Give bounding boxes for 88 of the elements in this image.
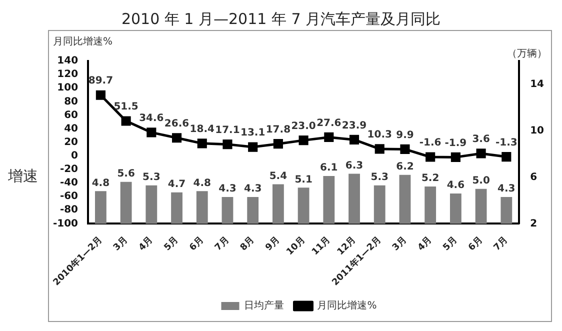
y2-tick-label: 2 xyxy=(530,218,538,230)
point xyxy=(502,152,512,162)
point xyxy=(426,152,436,162)
data-label: 10.3 xyxy=(367,130,392,141)
x-tick-label: 8月 xyxy=(238,234,257,254)
point xyxy=(197,138,207,148)
point xyxy=(298,136,308,146)
data-label: 27.6 xyxy=(316,118,342,129)
y-tick-label: 60 xyxy=(64,110,78,121)
y2-tick-label: 14 xyxy=(530,78,544,90)
point xyxy=(172,133,182,143)
data-label: 51.5 xyxy=(114,102,138,113)
x-tick-label: 7月 xyxy=(212,234,232,254)
data-label: 34.6 xyxy=(139,113,164,124)
data-label: 4.8 xyxy=(92,178,110,189)
data-label: 6.3 xyxy=(345,160,364,172)
x-tick-label: 5月 xyxy=(162,234,181,254)
data-label: 5.3 xyxy=(142,172,160,183)
data-label: 17.1 xyxy=(215,124,240,136)
data-label: 5.4 xyxy=(269,170,288,182)
point xyxy=(222,140,232,150)
y-tick-label: 140 xyxy=(57,56,78,67)
y-tick-label: -20 xyxy=(60,164,78,176)
point xyxy=(349,134,360,144)
y-tick-label: 0 xyxy=(71,150,78,162)
data-label: 5.1 xyxy=(294,174,312,186)
data-label: 26.6 xyxy=(164,118,190,130)
y2-axis-title: （万辆） xyxy=(507,48,547,60)
data-label: 3.6 xyxy=(472,134,490,146)
data-label: 4.8 xyxy=(193,178,212,189)
point xyxy=(96,90,106,100)
chart-title: 2010 年 1 月—2011 年 7 月汽车产量及月同比 xyxy=(120,9,442,30)
data-label: 4.3 xyxy=(498,184,516,195)
point xyxy=(324,132,334,142)
point xyxy=(146,128,156,138)
point xyxy=(400,144,410,154)
x-tick-label: 10月 xyxy=(284,234,308,258)
x-tick-label: 6月 xyxy=(187,234,206,254)
data-label: -1.6 xyxy=(419,138,442,149)
data-label: 89.7 xyxy=(88,76,114,87)
y2-tick-label: 10 xyxy=(530,125,544,136)
y-tick-label: 80 xyxy=(64,96,78,108)
x-tick-label: 4月 xyxy=(416,234,434,254)
data-label: 17.8 xyxy=(266,124,291,136)
y2-tick-label: 6 xyxy=(530,172,538,183)
data-label: 13.1 xyxy=(240,128,266,139)
point xyxy=(476,148,486,158)
x-tick-label: 7月 xyxy=(492,234,510,254)
data-label: 5.6 xyxy=(117,168,135,180)
point xyxy=(374,144,384,154)
y-tick-label: 20 xyxy=(64,136,78,148)
x-tick-label: 9月 xyxy=(263,234,282,254)
data-label: 23.0 xyxy=(291,120,316,132)
x-tick-label: 3月 xyxy=(111,234,130,254)
y-tick-label: -80 xyxy=(60,204,78,216)
point xyxy=(248,142,258,152)
data-label: 5.0 xyxy=(472,175,490,186)
data-label: 6.1 xyxy=(320,162,338,174)
x-tick-label: 11月 xyxy=(310,234,333,258)
x-tick-label: 4月 xyxy=(136,234,156,254)
y-tick-label: 120 xyxy=(57,69,78,80)
y-tick-label: 40 xyxy=(64,123,78,134)
point xyxy=(273,139,283,149)
y-tick-label: -100 xyxy=(52,218,78,230)
y-tick-label: -40 xyxy=(60,178,78,189)
data-label: 5.3 xyxy=(370,172,389,183)
data-label: 4.3 xyxy=(218,184,236,195)
y-tick-label: 100 xyxy=(57,82,78,94)
data-label: 4.7 xyxy=(168,178,186,190)
data-label: -1.9 xyxy=(444,138,467,149)
data-label: 5.2 xyxy=(421,173,440,184)
data-label: 4.6 xyxy=(446,180,465,192)
text: 增速 xyxy=(8,166,38,184)
x-tick-label: 6月 xyxy=(466,234,485,254)
data-label: 18.4 xyxy=(190,124,214,136)
data-label: 23.9 xyxy=(342,120,367,132)
data-label: -1.3 xyxy=(495,137,518,148)
x-tick-label: 3月 xyxy=(390,234,409,254)
legend-label: 月同比增速% xyxy=(317,300,377,312)
x-tick-label: 5月 xyxy=(440,234,460,254)
point xyxy=(450,152,460,162)
data-label: 6.2 xyxy=(396,161,414,172)
legend-label: 日均产量 xyxy=(244,300,284,312)
y-axis-title: 月同比增速% xyxy=(53,36,113,48)
data-label: 9.9 xyxy=(396,130,414,141)
y-tick-label: -60 xyxy=(60,191,78,202)
data-label: 4.3 xyxy=(244,184,262,195)
point xyxy=(121,116,131,126)
